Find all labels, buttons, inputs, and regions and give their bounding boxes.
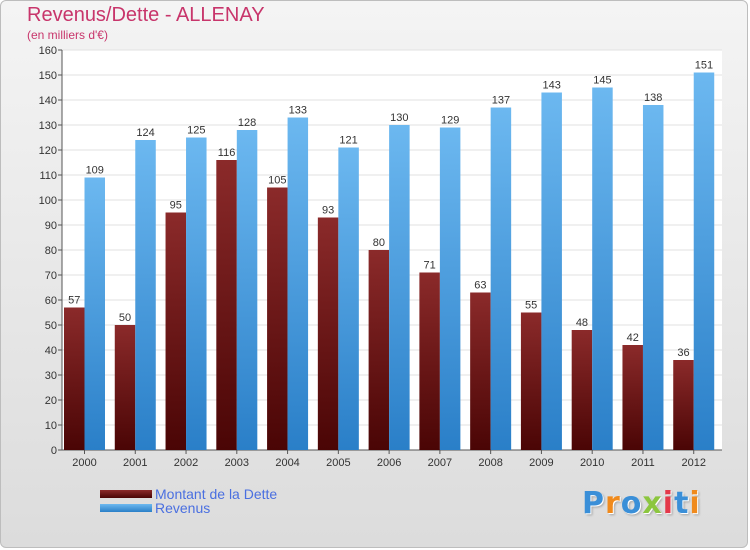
y-tick-label: 20 — [45, 395, 57, 407]
y-tick-label: 40 — [45, 345, 57, 357]
chart-subtitle: (en milliers d'€) — [27, 28, 108, 42]
x-tick-label-2001: 2001 — [123, 457, 147, 469]
legend-label-revenue: Revenus — [155, 500, 211, 516]
data-label-debt-2003: 116 — [218, 147, 236, 159]
data-label-debt-2007: 71 — [424, 260, 436, 272]
legend-label-debt: Montant de la Dette — [155, 486, 278, 502]
data-label-revenue-2009: 143 — [542, 80, 560, 92]
x-tick-label-2004: 2004 — [275, 457, 299, 469]
data-label-debt-2011: 42 — [627, 332, 639, 344]
data-label-debt-2006: 80 — [373, 237, 385, 249]
y-tick-label: 10 — [45, 420, 57, 432]
data-label-debt-2008: 63 — [474, 280, 486, 292]
y-tick-label: 70 — [45, 270, 57, 282]
data-label-revenue-2000: 109 — [86, 165, 104, 177]
data-label-revenue-2012: 151 — [695, 60, 713, 72]
data-label-debt-2004: 105 — [268, 175, 286, 187]
bar-debt-2004 — [267, 187, 288, 450]
y-tick-label: 140 — [39, 95, 57, 107]
bar-revenue-2003 — [236, 130, 258, 450]
y-tick-label: 150 — [39, 70, 57, 82]
data-label-revenue-2001: 124 — [136, 127, 154, 139]
bar-debt-2002 — [165, 212, 187, 450]
x-tick-label-2009: 2009 — [529, 457, 553, 469]
data-label-revenue-2006: 130 — [390, 112, 408, 124]
bar-debt-2005 — [317, 217, 339, 450]
bar-debt-2009 — [520, 312, 542, 450]
x-tick-label-2007: 2007 — [428, 457, 452, 469]
data-label-revenue-2007: 129 — [441, 115, 459, 127]
y-tick-label: 90 — [45, 220, 57, 232]
bar-debt-2000 — [64, 307, 85, 450]
bar-debt-2012 — [673, 360, 694, 450]
data-label-revenue-2011: 138 — [644, 92, 662, 104]
bar-revenue-2005 — [338, 147, 359, 450]
y-tick-label: 120 — [39, 145, 57, 157]
bar-debt-2001 — [114, 325, 136, 450]
bar-revenue-2012 — [693, 72, 715, 450]
bar-debt-2010 — [571, 330, 593, 450]
bar-revenue-2002 — [186, 137, 207, 450]
x-tick-label-2011: 2011 — [631, 457, 655, 469]
proxiti-logo: Proxiti — [582, 486, 701, 521]
bar-revenue-2000 — [84, 177, 105, 450]
y-tick-label: 60 — [45, 295, 57, 307]
legend-swatch-revenue — [100, 504, 152, 512]
bar-revenue-2011 — [642, 105, 664, 450]
bar-revenue-2001 — [135, 140, 156, 450]
data-label-debt-2012: 36 — [677, 347, 689, 359]
y-tick-label: 30 — [45, 370, 57, 382]
data-label-revenue-2003: 128 — [238, 117, 256, 129]
x-tick-label-2002: 2002 — [174, 457, 198, 469]
x-tick-label-2008: 2008 — [478, 457, 502, 469]
bar-debt-2007 — [419, 272, 440, 450]
data-label-revenue-2004: 133 — [289, 105, 307, 117]
x-tick-label-2000: 2000 — [72, 457, 96, 469]
data-label-revenue-2002: 125 — [187, 125, 205, 137]
bar-debt-2011 — [622, 345, 643, 450]
y-tick-label: 130 — [39, 120, 57, 132]
x-tick-label-2005: 2005 — [326, 457, 350, 469]
data-label-debt-2009: 55 — [525, 300, 537, 312]
bar-debt-2006 — [368, 250, 390, 450]
data-label-revenue-2008: 137 — [492, 95, 510, 107]
x-tick-label-2006: 2006 — [377, 457, 401, 469]
bar-debt-2008 — [470, 292, 491, 450]
bar-revenue-2009 — [541, 92, 562, 450]
data-label-debt-2010: 48 — [576, 317, 588, 329]
bar-revenue-2007 — [439, 127, 461, 450]
chart-title: Revenus/Dette - ALLENAY — [27, 4, 265, 26]
data-label-revenue-2010: 145 — [593, 75, 611, 87]
data-label-revenue-2005: 121 — [339, 135, 357, 147]
y-tick-label: 80 — [45, 245, 57, 257]
data-label-debt-2002: 95 — [170, 200, 182, 212]
x-tick-label-2012: 2012 — [681, 457, 705, 469]
y-tick-label: 100 — [39, 195, 57, 207]
data-label-debt-2001: 50 — [119, 312, 131, 324]
bar-revenue-2006 — [389, 125, 410, 450]
bar-revenue-2010 — [592, 87, 613, 450]
legend-swatch-debt — [100, 490, 152, 498]
y-tick-label: 0 — [51, 445, 57, 457]
y-tick-label: 50 — [45, 320, 57, 332]
data-label-debt-2000: 57 — [68, 295, 80, 307]
x-tick-label-2010: 2010 — [580, 457, 604, 469]
x-tick-label-2003: 2003 — [225, 457, 249, 469]
bar-debt-2003 — [216, 160, 237, 450]
bar-revenue-2008 — [490, 107, 512, 450]
y-tick-label: 110 — [39, 170, 57, 182]
bar-revenue-2004 — [287, 117, 309, 450]
data-label-debt-2005: 93 — [322, 205, 334, 217]
y-tick-label: 160 — [39, 45, 57, 57]
